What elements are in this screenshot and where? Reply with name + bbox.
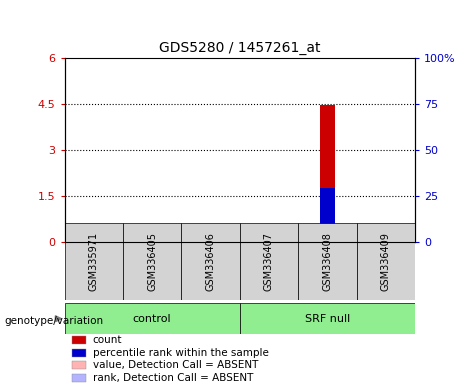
Bar: [320, 105, 335, 242]
Text: GSM336407: GSM336407: [264, 232, 274, 291]
Bar: [87, 241, 101, 242]
Bar: [240, 303, 415, 334]
Bar: [394, 235, 405, 242]
Text: GSM336405: GSM336405: [147, 232, 157, 291]
Bar: [71, 361, 86, 369]
Bar: [154, 240, 165, 242]
Bar: [298, 223, 356, 300]
Bar: [271, 238, 282, 242]
Text: percentile rank within the sample: percentile rank within the sample: [93, 348, 268, 358]
Bar: [320, 188, 335, 242]
Bar: [203, 241, 218, 242]
Bar: [240, 223, 298, 300]
Bar: [71, 336, 86, 344]
Text: rank, Detection Call = ABSENT: rank, Detection Call = ABSENT: [93, 373, 253, 383]
Text: GSM336408: GSM336408: [322, 232, 332, 291]
Text: GSM336406: GSM336406: [206, 232, 216, 291]
Bar: [65, 223, 123, 300]
Bar: [219, 238, 230, 242]
Bar: [123, 223, 181, 300]
Bar: [181, 223, 240, 300]
Text: genotype/variation: genotype/variation: [5, 316, 104, 326]
Title: GDS5280 / 1457261_at: GDS5280 / 1457261_at: [159, 41, 320, 55]
Bar: [356, 223, 415, 300]
Text: count: count: [93, 335, 122, 345]
Bar: [65, 303, 240, 334]
Text: SRF null: SRF null: [305, 314, 350, 324]
Bar: [388, 237, 399, 242]
Bar: [213, 238, 224, 242]
Bar: [278, 238, 288, 242]
Bar: [102, 240, 113, 242]
Bar: [330, 240, 340, 242]
Text: GSM335971: GSM335971: [89, 232, 99, 291]
Bar: [261, 240, 276, 242]
Bar: [71, 349, 86, 357]
Text: GSM336409: GSM336409: [381, 232, 391, 291]
Text: control: control: [133, 314, 171, 324]
Bar: [71, 374, 86, 382]
Text: value, Detection Call = ABSENT: value, Detection Call = ABSENT: [93, 360, 258, 370]
